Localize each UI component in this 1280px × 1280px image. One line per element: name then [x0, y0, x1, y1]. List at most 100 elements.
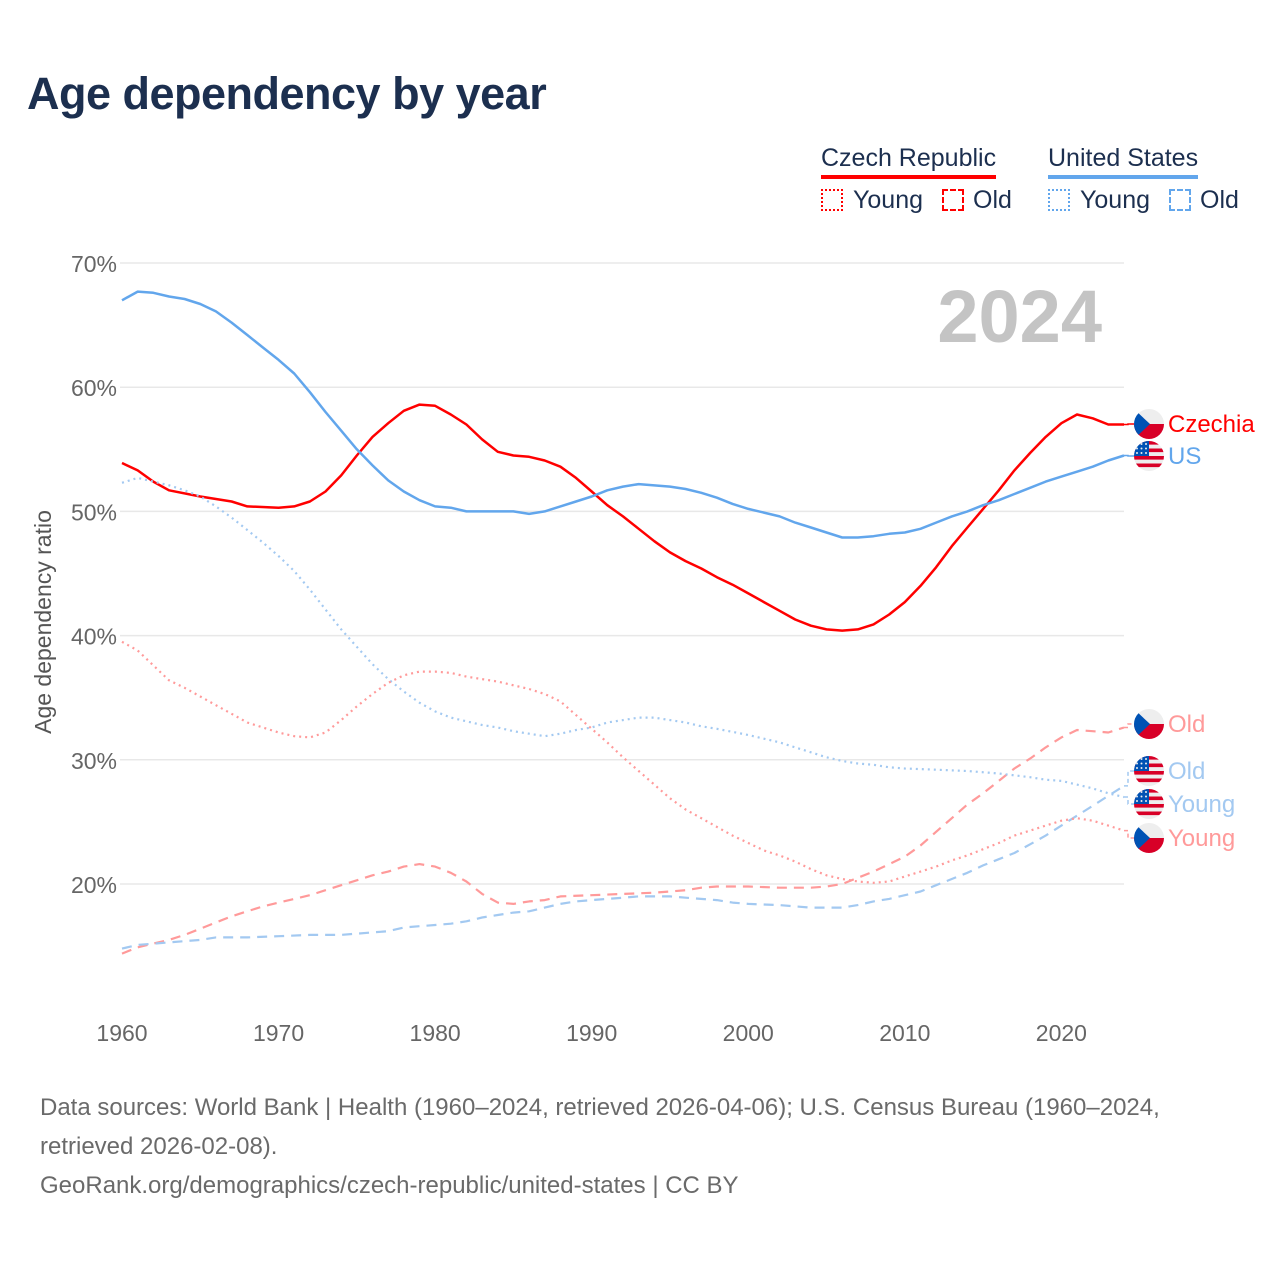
flag-star — [1136, 452, 1138, 454]
czech-flag-icon — [1134, 409, 1164, 439]
x-tick-label: 2020 — [1036, 1020, 1087, 1046]
flag-blue — [1134, 409, 1150, 439]
flag-body — [1134, 756, 1164, 786]
flag-stripe — [1134, 467, 1164, 471]
flag-stripe — [1134, 815, 1164, 819]
legend-swatch-czech-old — [942, 189, 964, 211]
legend-us-old[interactable]: Old — [1200, 186, 1239, 214]
chart-title: Age dependency by year — [27, 68, 547, 119]
flag-star — [1140, 762, 1143, 765]
y-tick-label: 30% — [71, 748, 117, 774]
flag-star — [1145, 758, 1147, 760]
end-label-cz-young: Young — [1168, 825, 1235, 852]
label-connector — [1124, 723, 1134, 729]
label-connector — [1124, 796, 1134, 805]
x-tick-label: 1980 — [410, 1020, 461, 1046]
flag-star — [1145, 795, 1147, 798]
y-axis-label: Age dependency ratio — [30, 510, 56, 734]
flag-body — [1134, 441, 1164, 471]
flag-star — [1140, 800, 1143, 802]
flag-star — [1136, 762, 1138, 765]
y-tick-label: 70% — [71, 251, 117, 277]
end-label-us-total: US — [1168, 443, 1201, 470]
legend-us-young[interactable]: Young — [1080, 186, 1150, 214]
x-tick-label: 1970 — [253, 1020, 304, 1046]
flag-star — [1140, 767, 1143, 769]
flag-star — [1136, 758, 1138, 760]
czech-flag-icon — [1134, 709, 1164, 739]
flag-stripe — [1134, 456, 1164, 460]
flag-star — [1145, 800, 1147, 802]
flag-star — [1145, 447, 1147, 450]
year-watermark: 2024 — [937, 275, 1102, 358]
series-line-cz-total — [121, 403, 1124, 632]
us-flag-icon — [1134, 441, 1164, 471]
footer: Data sources: World Bank | Health (1960–… — [40, 1088, 1250, 1205]
series-line-us-old — [121, 784, 1125, 950]
y-tick-label: 50% — [71, 499, 117, 525]
flag-body — [1134, 823, 1164, 853]
flag-blue — [1134, 709, 1150, 739]
x-tick-label: 1990 — [566, 1020, 617, 1046]
series-line-cz-old — [121, 726, 1125, 955]
end-label-cz-total: Czechia — [1168, 411, 1255, 438]
legend-czech-young[interactable]: Young — [853, 186, 923, 214]
flag-star — [1140, 447, 1143, 450]
series-line-us-total — [121, 290, 1125, 539]
flag-star — [1136, 447, 1138, 450]
flag-stripe — [1134, 811, 1164, 816]
credit-link[interactable]: GeoRank.org/demographics/czech-republic/… — [40, 1172, 739, 1199]
label-connector — [1124, 770, 1134, 787]
flag-star — [1145, 767, 1147, 769]
flag-star — [1140, 791, 1143, 793]
flag-star — [1140, 795, 1143, 798]
legend-czech-old[interactable]: Old — [973, 186, 1012, 214]
flag-star — [1140, 443, 1143, 445]
us-flag-icon — [1134, 756, 1164, 786]
legend-united-states[interactable]: United States — [1048, 144, 1199, 179]
flag-stripe — [1134, 782, 1164, 786]
x-tick-label: 1960 — [96, 1020, 147, 1046]
end-label-cz-old: Old — [1168, 711, 1205, 738]
flag-star — [1136, 767, 1138, 769]
series-line-cz-young — [121, 640, 1125, 884]
flag-stripe — [1134, 778, 1164, 783]
flag-star — [1145, 443, 1147, 445]
flag-star — [1145, 791, 1147, 793]
us-flag-icon — [1134, 789, 1164, 819]
flag-star — [1145, 452, 1147, 454]
flag-body — [1134, 709, 1164, 739]
flag-star — [1145, 762, 1147, 765]
legend-swatch-czech-young — [821, 189, 843, 211]
y-tick-label: 60% — [71, 375, 117, 401]
x-tick-label: 2000 — [723, 1020, 774, 1046]
czech-flag-icon — [1134, 823, 1164, 853]
flag-blue — [1134, 823, 1150, 853]
flag-body — [1134, 789, 1164, 819]
legend-czech-republic[interactable]: Czech Republic — [821, 144, 997, 179]
flag-stripe — [1134, 771, 1164, 775]
flag-star — [1140, 758, 1143, 760]
flag-stripe — [1134, 804, 1164, 808]
end-label-us-old: Old — [1168, 758, 1205, 785]
y-tick-label: 20% — [71, 872, 117, 898]
flag-star — [1136, 791, 1138, 793]
series-line-us-young — [121, 476, 1125, 799]
label-connector — [1124, 829, 1134, 839]
flag-stripe — [1134, 463, 1164, 468]
legend-swatch-us-old — [1169, 189, 1191, 211]
flag-stripe — [1134, 459, 1164, 464]
data-sources: Data sources: World Bank | Health (1960–… — [40, 1094, 1160, 1160]
flag-star — [1140, 452, 1143, 454]
flag-body — [1134, 409, 1164, 439]
flag-star — [1136, 443, 1138, 445]
flag-stripe — [1134, 774, 1164, 779]
end-label-us-young: Young — [1168, 791, 1235, 818]
flag-star — [1136, 800, 1138, 802]
flag-star — [1136, 795, 1138, 798]
y-tick-label: 40% — [71, 624, 117, 650]
flag-stripe — [1134, 807, 1164, 812]
x-tick-label: 2010 — [879, 1020, 930, 1046]
